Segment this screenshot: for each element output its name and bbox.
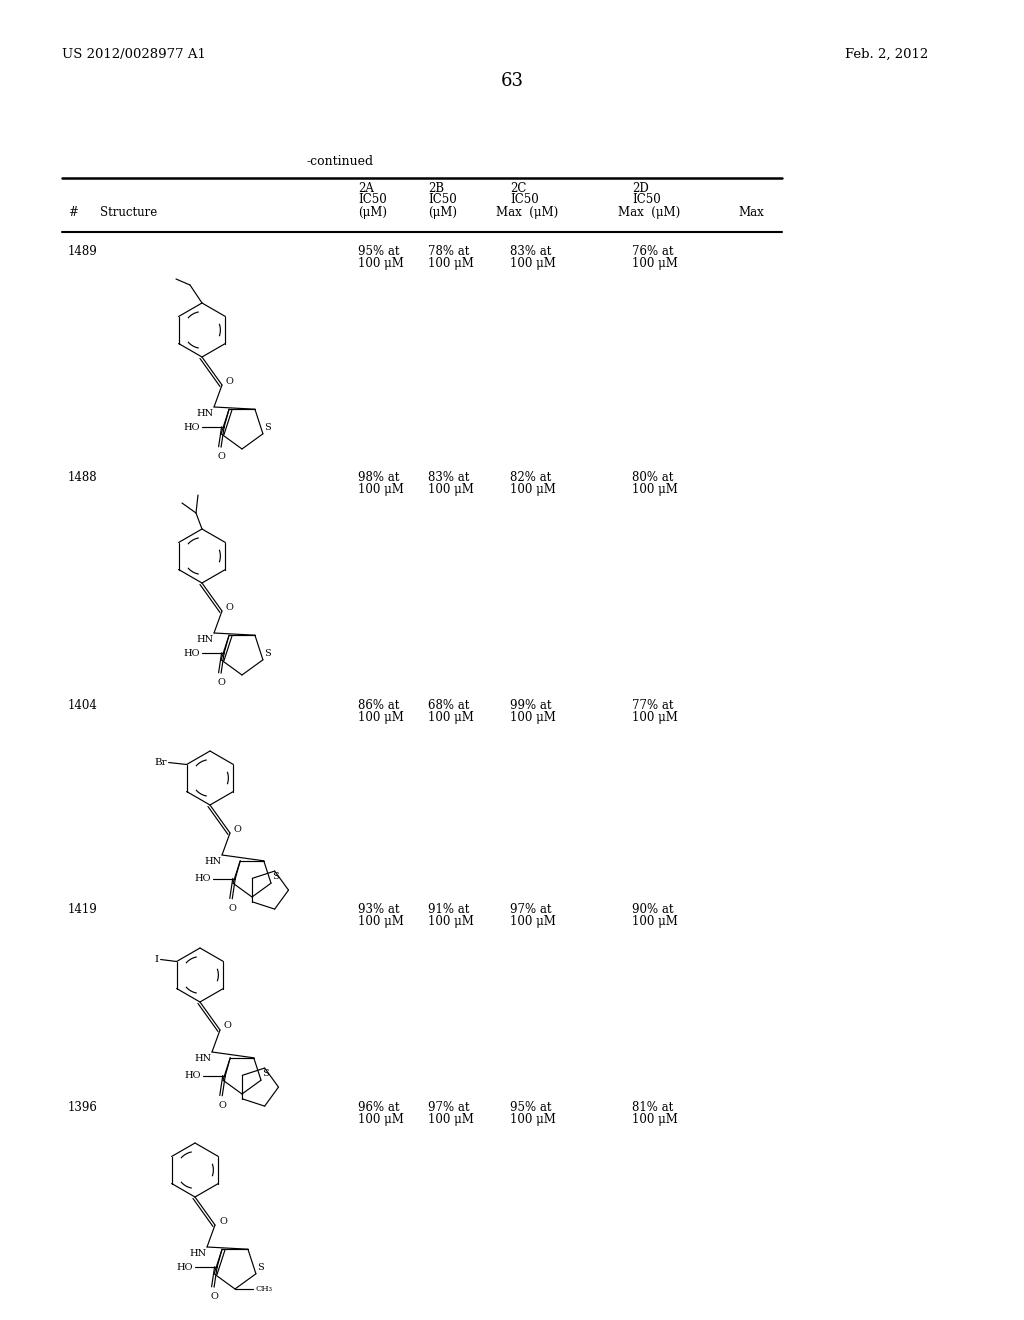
Text: 100 μM: 100 μM	[428, 257, 474, 271]
Text: 86% at: 86% at	[358, 700, 399, 711]
Text: 83% at: 83% at	[510, 246, 551, 257]
Text: 2D: 2D	[632, 182, 649, 195]
Text: (μM): (μM)	[428, 206, 457, 219]
Text: 98% at: 98% at	[358, 471, 399, 484]
Text: IC50: IC50	[510, 193, 539, 206]
Text: 100 μM: 100 μM	[428, 1113, 474, 1126]
Text: 100 μM: 100 μM	[510, 1113, 556, 1126]
Text: 100 μM: 100 μM	[632, 711, 678, 723]
Text: 96% at: 96% at	[358, 1101, 399, 1114]
Text: 95% at: 95% at	[358, 246, 399, 257]
Text: 97% at: 97% at	[428, 1101, 469, 1114]
Text: 2B: 2B	[428, 182, 444, 195]
Text: 100 μM: 100 μM	[358, 1113, 403, 1126]
Text: 1489: 1489	[68, 246, 97, 257]
Text: HO: HO	[195, 874, 211, 883]
Text: US 2012/0028977 A1: US 2012/0028977 A1	[62, 48, 206, 61]
Text: 100 μM: 100 μM	[510, 915, 556, 928]
Text: O: O	[228, 904, 237, 913]
Text: HN: HN	[204, 857, 221, 866]
Text: 83% at: 83% at	[428, 471, 469, 484]
Text: 100 μM: 100 μM	[428, 711, 474, 723]
Text: 97% at: 97% at	[510, 903, 552, 916]
Text: CH₃: CH₃	[255, 1284, 272, 1294]
Text: 100 μM: 100 μM	[632, 257, 678, 271]
Text: 90% at: 90% at	[632, 903, 674, 916]
Text: 1488: 1488	[68, 471, 97, 484]
Text: 100 μM: 100 μM	[428, 483, 474, 496]
Text: O: O	[226, 376, 233, 385]
Text: 100 μM: 100 μM	[510, 483, 556, 496]
Text: HO: HO	[184, 1072, 202, 1080]
Text: 100 μM: 100 μM	[358, 483, 403, 496]
Text: S: S	[264, 422, 270, 432]
Text: Br: Br	[154, 758, 167, 767]
Text: 100 μM: 100 μM	[632, 483, 678, 496]
Text: 99% at: 99% at	[510, 700, 552, 711]
Text: 68% at: 68% at	[428, 700, 469, 711]
Text: #: #	[68, 206, 78, 219]
Text: HN: HN	[196, 635, 213, 644]
Text: IC50: IC50	[428, 193, 457, 206]
Text: IC50: IC50	[632, 193, 660, 206]
Text: Structure: Structure	[100, 206, 158, 219]
Text: 1404: 1404	[68, 700, 98, 711]
Text: IC50: IC50	[358, 193, 387, 206]
Text: O: O	[210, 1292, 218, 1302]
Text: S: S	[262, 1069, 268, 1078]
Text: 100 μM: 100 μM	[358, 711, 403, 723]
Text: O: O	[218, 1101, 226, 1110]
Text: 81% at: 81% at	[632, 1101, 673, 1114]
Text: O: O	[217, 453, 225, 461]
Text: 95% at: 95% at	[510, 1101, 552, 1114]
Text: O: O	[226, 602, 233, 611]
Text: 76% at: 76% at	[632, 246, 674, 257]
Text: 1419: 1419	[68, 903, 97, 916]
Text: HN: HN	[196, 409, 213, 418]
Text: 100 μM: 100 μM	[358, 915, 403, 928]
Text: Feb. 2, 2012: Feb. 2, 2012	[845, 48, 928, 61]
Text: Max  (μM): Max (μM)	[496, 206, 558, 219]
Text: S: S	[257, 1263, 263, 1271]
Text: 100 μM: 100 μM	[510, 257, 556, 271]
Text: I: I	[155, 954, 159, 964]
Text: O: O	[234, 825, 242, 833]
Text: 2C: 2C	[510, 182, 526, 195]
Text: 78% at: 78% at	[428, 246, 469, 257]
Text: Max: Max	[738, 206, 764, 219]
Text: 100 μM: 100 μM	[428, 915, 474, 928]
Text: S: S	[264, 649, 270, 657]
Text: 100 μM: 100 μM	[358, 257, 403, 271]
Text: O: O	[217, 678, 225, 688]
Text: O: O	[224, 1022, 231, 1031]
Text: 80% at: 80% at	[632, 471, 674, 484]
Text: 77% at: 77% at	[632, 700, 674, 711]
Text: HO: HO	[183, 648, 200, 657]
Text: 82% at: 82% at	[510, 471, 551, 484]
Text: Max  (μM): Max (μM)	[618, 206, 680, 219]
Text: HO: HO	[183, 422, 200, 432]
Text: 93% at: 93% at	[358, 903, 399, 916]
Text: S: S	[272, 873, 279, 882]
Text: 100 μM: 100 μM	[510, 711, 556, 723]
Text: 2A: 2A	[358, 182, 374, 195]
Text: HO: HO	[176, 1263, 194, 1271]
Text: (μM): (μM)	[358, 206, 387, 219]
Text: -continued: -continued	[306, 154, 374, 168]
Text: 100 μM: 100 μM	[632, 1113, 678, 1126]
Text: 91% at: 91% at	[428, 903, 469, 916]
Text: 100 μM: 100 μM	[632, 915, 678, 928]
Text: 63: 63	[501, 73, 523, 90]
Text: 1396: 1396	[68, 1101, 98, 1114]
Text: HN: HN	[194, 1053, 211, 1063]
Text: O: O	[219, 1217, 227, 1225]
Text: HN: HN	[189, 1249, 206, 1258]
